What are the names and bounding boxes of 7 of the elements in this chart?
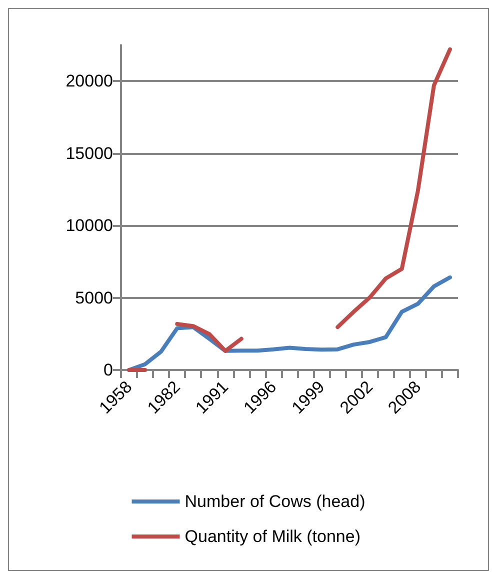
y-tick-label: 5000	[75, 288, 113, 308]
y-tick-label: 10000	[66, 216, 113, 236]
legend-label: Quantity of Milk (tonne)	[184, 527, 361, 546]
y-tick-label: 15000	[66, 144, 113, 163]
y-tick-label: 0	[104, 360, 113, 380]
y-tick-label: 20000	[66, 72, 113, 91]
legend-label: Number of Cows (head)	[184, 492, 366, 511]
